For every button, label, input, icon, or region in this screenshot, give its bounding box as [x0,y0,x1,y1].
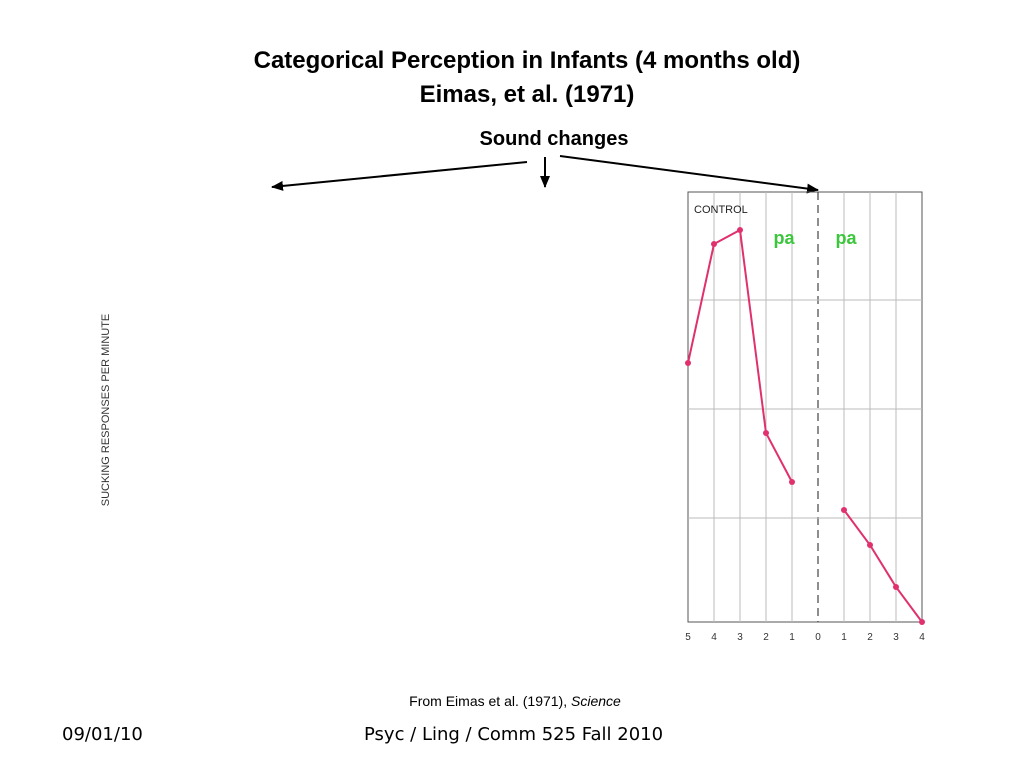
x-tick-label: 1 [789,632,795,643]
citation: From Eimas et al. (1971), Science [0,693,1024,709]
data-point [789,479,795,485]
arrow-right [559,155,819,194]
footer-course: Psyc / Ling / Comm 525 Fall 2010 [364,724,664,745]
subtitle-sound-changes: Sound changes [479,128,629,150]
data-point [841,507,847,513]
x-tick-label: 5 [685,632,691,643]
x-tick-label: 2 [867,632,873,643]
stimulus-label-pa: pa [835,228,857,248]
title-line-1: Categorical Perception in Infants (4 mon… [253,47,801,74]
data-point [893,584,899,590]
data-point [763,430,769,436]
footer-date: 09/01/10 [62,724,143,745]
data-point [867,542,873,548]
title-line-2: Eimas, et al. (1971) [419,81,635,108]
x-tick-label: 2 [763,632,769,643]
citation-journal: Science [571,693,621,709]
data-point [737,227,743,233]
x-tick-label: 4 [711,632,717,643]
citation-prefix: From Eimas et al. (1971), [409,693,571,709]
stimulus-label-pa: pa [773,228,795,248]
x-tick-label: 1 [841,632,847,643]
panel-frame [687,191,923,623]
x-tick-label: 3 [737,632,743,643]
panel-label-control: CONTROL [694,204,748,216]
data-point [919,619,925,625]
sound-change-arrows [271,155,819,194]
data-point [685,360,691,366]
control-panel: 5 4 3 2 1 0 1 2 3 4 CONTROL pa pa [685,191,925,643]
x-tick-label: 0 [815,632,821,643]
x-tick-label: 3 [893,632,899,643]
series-line-after [843,509,923,623]
x-tick-label: 4 [919,632,925,643]
data-point [711,241,717,247]
arrow-left [271,161,528,191]
slide-title: Categorical Perception in Infants (4 mon… [0,44,1024,112]
